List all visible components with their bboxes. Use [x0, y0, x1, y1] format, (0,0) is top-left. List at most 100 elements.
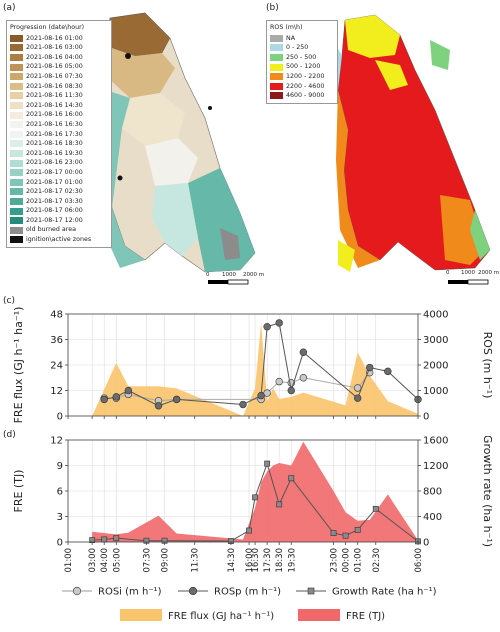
data-point-rosp — [100, 395, 108, 404]
map-a-legend: Progression (date\hour) 2021-08-16 01:00… — [6, 20, 112, 248]
panel-label-c: (c) — [3, 296, 15, 306]
legend-item: 2021-08-17 01:00 — [10, 178, 108, 188]
tick-label-right: 0 — [423, 538, 429, 549]
legend-item: 1200 - 2200 — [270, 72, 334, 82]
legend-swatch — [270, 44, 283, 52]
legend-item: old burned area — [10, 225, 108, 235]
tick-label-left: 36 — [50, 335, 63, 346]
tick-label-right: 1000 — [423, 386, 448, 397]
legend-label: 250 - 500 — [286, 53, 317, 61]
area-fre — [92, 441, 418, 542]
data-point-rosp — [366, 363, 374, 372]
legend-item: 250 - 500 — [270, 53, 334, 63]
tick-label-x: 17:30 — [263, 548, 273, 572]
axis-label-left: FRE flux (GJ h⁻¹ ha⁻¹) — [12, 307, 25, 424]
legend-label: 2021-08-16 14:30 — [26, 101, 83, 109]
tick-label-left: 24 — [50, 361, 63, 372]
data-point-growth — [101, 536, 108, 543]
legend-label: 2021-08-17 12:00 — [26, 216, 83, 224]
legend-label: 2021-08-16 04:00 — [26, 53, 83, 61]
tick-label-x: 18:30 — [275, 548, 285, 572]
legend-swatch — [10, 111, 23, 119]
data-point-rosp — [287, 386, 295, 395]
map-b-scale-1000: 1000 — [461, 270, 475, 276]
legend-item: 2021-08-16 18:30 — [10, 139, 108, 149]
tick-label-x: 05:00 — [112, 548, 122, 572]
data-point-rosp — [299, 348, 308, 356]
data-point-rosp — [275, 319, 283, 327]
map-b-scale-bar — [448, 279, 489, 285]
map-a-scale-2000: 2000 m — [243, 272, 265, 278]
legend-item: 2200 - 4600 — [270, 82, 334, 92]
chart-c: 0 12 24 36 48 0 1000 2000 3000 4000 FRE flux (GJ h… — [12, 307, 494, 424]
legend-label: 2021-08-17 02:30 — [26, 188, 83, 196]
legend-label: 2021-08-17 00:00 — [26, 168, 83, 176]
series-line-growth — [92, 461, 419, 542]
legend-label: 2021-08-16 07:30 — [26, 72, 83, 80]
legend-label: ignition\active zones — [26, 236, 92, 244]
tick-label-x: 23:00 — [330, 548, 340, 572]
legend-item: 2021-08-17 12:00 — [10, 216, 108, 226]
legend-label: 2021-08-16 17:30 — [26, 130, 83, 138]
tick-label-x: 14:30 — [227, 548, 237, 572]
legend-marker-rosi — [72, 586, 82, 596]
tick-label-x: 04:00 — [100, 548, 110, 572]
legend-item: 2021-08-17 02:30 — [10, 187, 108, 197]
data-point-growth — [330, 530, 337, 536]
legend-label: 1200 - 2200 — [286, 72, 325, 80]
tick-label-x: 00:00 — [342, 548, 352, 572]
legend-item: 2021-08-16 07:30 — [10, 72, 108, 82]
tick-label-x: 03:00 — [88, 548, 98, 572]
data-point-rosp — [124, 386, 133, 395]
legend-label: 2021-08-17 03:30 — [26, 197, 83, 205]
axis-label-right: Growth rate (ha h⁻¹) — [481, 436, 494, 547]
legend-item: 2021-08-16 08:30 — [10, 82, 108, 92]
legend-label: NA — [286, 34, 296, 42]
legend-label: 2021-08-16 18:30 — [26, 140, 83, 148]
area-fre-flux — [92, 322, 418, 416]
data-point-rosp — [112, 393, 120, 401]
data-point-growth — [113, 535, 120, 542]
map-b-scale-0: 0 — [446, 270, 450, 276]
tick-label-left: 12 — [50, 386, 63, 397]
legend-label: 2021-08-17 06:00 — [26, 207, 83, 215]
data-point-rosi — [299, 374, 308, 382]
map-b-scale-2000: 2000 m — [478, 270, 500, 276]
tick-label-right: 400 — [423, 512, 442, 523]
legend-swatch — [10, 169, 23, 177]
legend-swatch — [10, 130, 23, 138]
tick-label-x: 02:30 — [372, 548, 382, 572]
data-point-growth — [252, 494, 258, 501]
legend-swatch — [10, 140, 23, 148]
legend-label-fre-flux: FRE flux (GJ ha⁻¹ h⁻¹) — [168, 611, 274, 622]
legend-label: 0 - 250 — [286, 44, 309, 52]
panel-label-d: (d) — [3, 430, 16, 440]
legend-swatch — [10, 150, 23, 158]
tick-label-left: 9 — [57, 461, 63, 472]
data-point-rosp — [172, 395, 181, 404]
legend-item: 2021-08-16 14:30 — [10, 101, 108, 111]
legend-swatch — [10, 207, 23, 215]
legend-swatch — [10, 217, 23, 225]
legend-swatch — [270, 92, 283, 100]
legend-swatch — [10, 92, 23, 100]
legend-item: ignition\active zones — [10, 235, 108, 245]
data-point-rosp — [154, 402, 163, 410]
legend-label: 2021-08-16 05:00 — [26, 63, 83, 71]
tick-label-x: 07:30 — [142, 548, 152, 572]
map-b-legend: ROS (m\h) NA 0 - 250 250 - 500 500 - 1200 12… — [266, 20, 338, 104]
map-b-legend-title: ROS (m\h) — [270, 24, 303, 31]
data-point-growth — [246, 527, 252, 534]
legend-swatch — [10, 188, 23, 196]
legend-swatch — [10, 236, 23, 244]
legend-label: old burned area — [26, 226, 76, 234]
legend-swatch — [10, 63, 23, 71]
legend-item: 2021-08-16 23:00 — [10, 158, 108, 168]
data-point-rosp — [239, 400, 247, 409]
data-point-rosp — [384, 367, 392, 376]
legend-swatch-fre-flux — [120, 609, 162, 621]
legend-swatch — [270, 54, 283, 62]
legend-item: 500 - 1200 — [270, 62, 334, 72]
legend-label: 4600 - 9000 — [286, 92, 325, 100]
legend-item: 2021-08-16 05:00 — [10, 62, 108, 72]
